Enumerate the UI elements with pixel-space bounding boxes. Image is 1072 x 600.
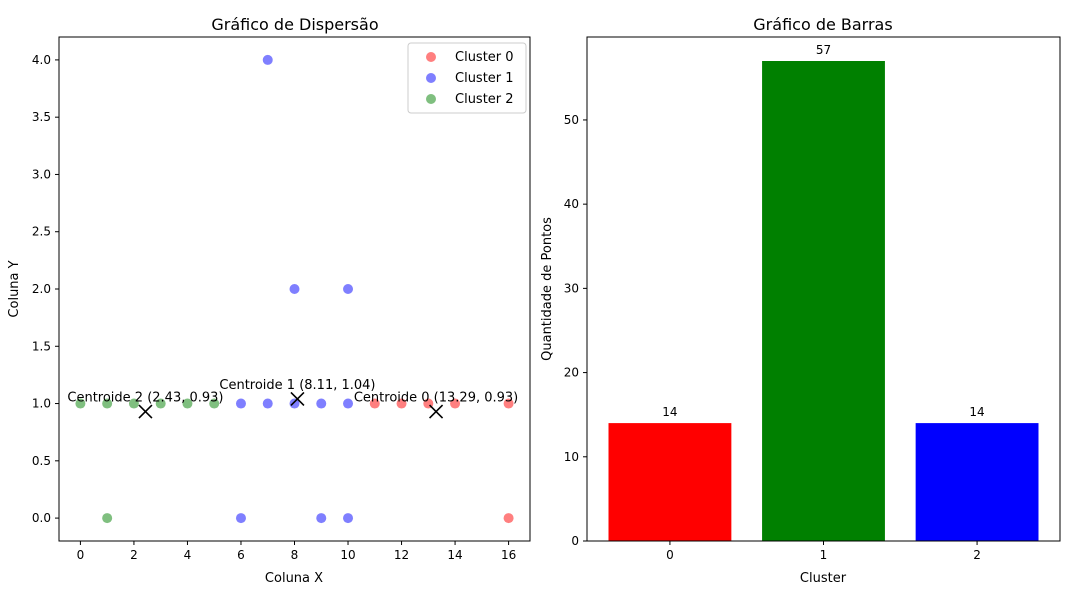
scatter-point-cluster-1 <box>289 284 300 294</box>
scatter-point-cluster-1 <box>343 398 354 409</box>
scatter-point-cluster-1 <box>235 398 246 409</box>
scatter-point-cluster-1 <box>316 513 327 524</box>
scatter-point-cluster-2 <box>102 513 113 524</box>
scatter-y-tick-label: 4.0 <box>32 53 51 67</box>
bar-title: Gráfico de Barras <box>753 15 892 34</box>
scatter-point-cluster-2 <box>209 398 220 409</box>
scatter-x-tick-label: 14 <box>447 548 462 562</box>
scatter-y-tick-label: 0.5 <box>32 454 51 468</box>
legend-marker-cluster-2 <box>426 94 436 104</box>
bar-y-axis-label: Quantidade de Pontos <box>540 217 555 361</box>
scatter-point-cluster-2 <box>155 398 166 409</box>
bar-y-tick-label: 50 <box>564 113 579 127</box>
scatter-y-ticks: 0.0 0.5 1.0 1.5 2.0 2.5 3.0 3.5 4.0 <box>32 53 59 525</box>
scatter-point-cluster-0 <box>369 398 380 409</box>
legend-marker-cluster-0 <box>426 52 436 62</box>
scatter-x-tick-label: 10 <box>340 548 355 562</box>
bar-y-tick-label: 0 <box>571 534 579 548</box>
scatter-point-cluster-2 <box>102 398 113 409</box>
legend-label-cluster-1: Cluster 1 <box>455 71 514 86</box>
bar-x-axis-label: Cluster <box>800 571 847 586</box>
scatter-x-tick-label: 16 <box>501 548 516 562</box>
bar-x-tick-label: 1 <box>820 548 828 562</box>
centroid-marker-1 <box>290 391 305 407</box>
legend-marker-cluster-1 <box>426 73 436 83</box>
scatter-title: Gráfico de Dispersão <box>211 15 378 34</box>
scatter-x-ticks: 0 2 4 6 8 10 12 14 16 <box>77 541 516 562</box>
scatter-y-tick-label: 3.0 <box>32 167 51 181</box>
bar-data-labels: 14 57 14 <box>662 43 984 419</box>
bar-cluster-2 <box>915 423 1039 541</box>
scatter-x-tick-label: 0 <box>77 548 85 562</box>
scatter-point-cluster-0 <box>503 513 514 524</box>
bar-chart: Gráfico de Barras 14 57 14 0 1 2 0 10 20 30 40 50… <box>540 15 1061 586</box>
legend-label-cluster-0: Cluster 0 <box>455 50 514 65</box>
scatter-y-tick-label: 3.5 <box>32 110 51 124</box>
bar-x-tick-label: 2 <box>973 548 981 562</box>
bar-cluster-0 <box>608 423 732 541</box>
scatter-x-tick-label: 8 <box>291 548 299 562</box>
bar-bars <box>608 61 1039 541</box>
centroid-label-0: Centroide 0 (13.29, 0.93) <box>354 391 518 406</box>
scatter-point-cluster-2 <box>182 398 193 409</box>
scatter-point-cluster-0 <box>396 398 407 409</box>
bar-data-label-0: 14 <box>662 405 677 419</box>
legend-frame <box>407 42 527 114</box>
scatter-point-cluster-1 <box>343 513 354 524</box>
scatter-x-tick-label: 12 <box>394 548 409 562</box>
scatter-point-cluster-2 <box>128 398 139 409</box>
bar-x-tick-label: 0 <box>666 548 674 562</box>
scatter-point-cluster-1 <box>262 398 273 409</box>
bar-y-tick-label: 40 <box>564 197 579 211</box>
centroid-label-1: Centroide 1 (8.11, 1.04) <box>219 378 375 393</box>
centroid-marker-2 <box>138 404 153 419</box>
bar-y-tick-label: 10 <box>564 450 579 464</box>
scatter-point-cluster-0 <box>450 398 461 409</box>
legend-label-cluster-2: Cluster 2 <box>455 92 514 107</box>
scatter-x-tick-label: 2 <box>130 548 138 562</box>
scatter-y-tick-label: 2.5 <box>32 225 51 239</box>
bar-cluster-1 <box>762 61 885 541</box>
scatter-centroids: Centroide 0 (13.29, 0.93)Centroide 1 (8.… <box>67 378 518 419</box>
scatter-x-tick-label: 4 <box>184 548 192 562</box>
scatter-y-tick-label: 2.0 <box>32 282 51 296</box>
scatter-y-tick-label: 1.0 <box>32 397 51 411</box>
bar-x-ticks: 0 1 2 <box>666 541 981 562</box>
scatter-point-cluster-2 <box>75 398 86 409</box>
scatter-points <box>75 54 514 524</box>
scatter-y-axis-label: Coluna Y <box>7 260 22 317</box>
bar-y-tick-label: 30 <box>564 281 579 295</box>
scatter-point-cluster-1 <box>316 398 327 409</box>
bar-data-label-1: 57 <box>816 43 831 57</box>
scatter-chart: Gráfico de Dispersão Centroide 0 (13.29,… <box>7 15 531 586</box>
scatter-y-tick-label: 0.0 <box>32 511 51 525</box>
centroid-label-2: Centroide 2 (2.43, 0.93) <box>67 391 223 406</box>
scatter-legend: Cluster 0 Cluster 1 Cluster 2 <box>407 42 527 114</box>
bar-y-ticks: 0 10 20 30 40 50 <box>564 113 587 548</box>
scatter-y-tick-label: 1.5 <box>32 339 51 353</box>
scatter-point-cluster-1 <box>289 398 300 409</box>
scatter-point-cluster-1 <box>235 513 246 524</box>
scatter-x-tick-label: 6 <box>237 548 245 562</box>
scatter-point-cluster-0 <box>503 398 514 409</box>
scatter-point-cluster-1 <box>262 54 273 65</box>
scatter-x-axis-label: Coluna X <box>265 571 323 586</box>
bar-data-label-2: 14 <box>969 405 984 419</box>
scatter-point-cluster-1 <box>343 284 354 294</box>
bar-y-tick-label: 20 <box>564 366 579 380</box>
centroid-marker-0 <box>429 404 444 419</box>
